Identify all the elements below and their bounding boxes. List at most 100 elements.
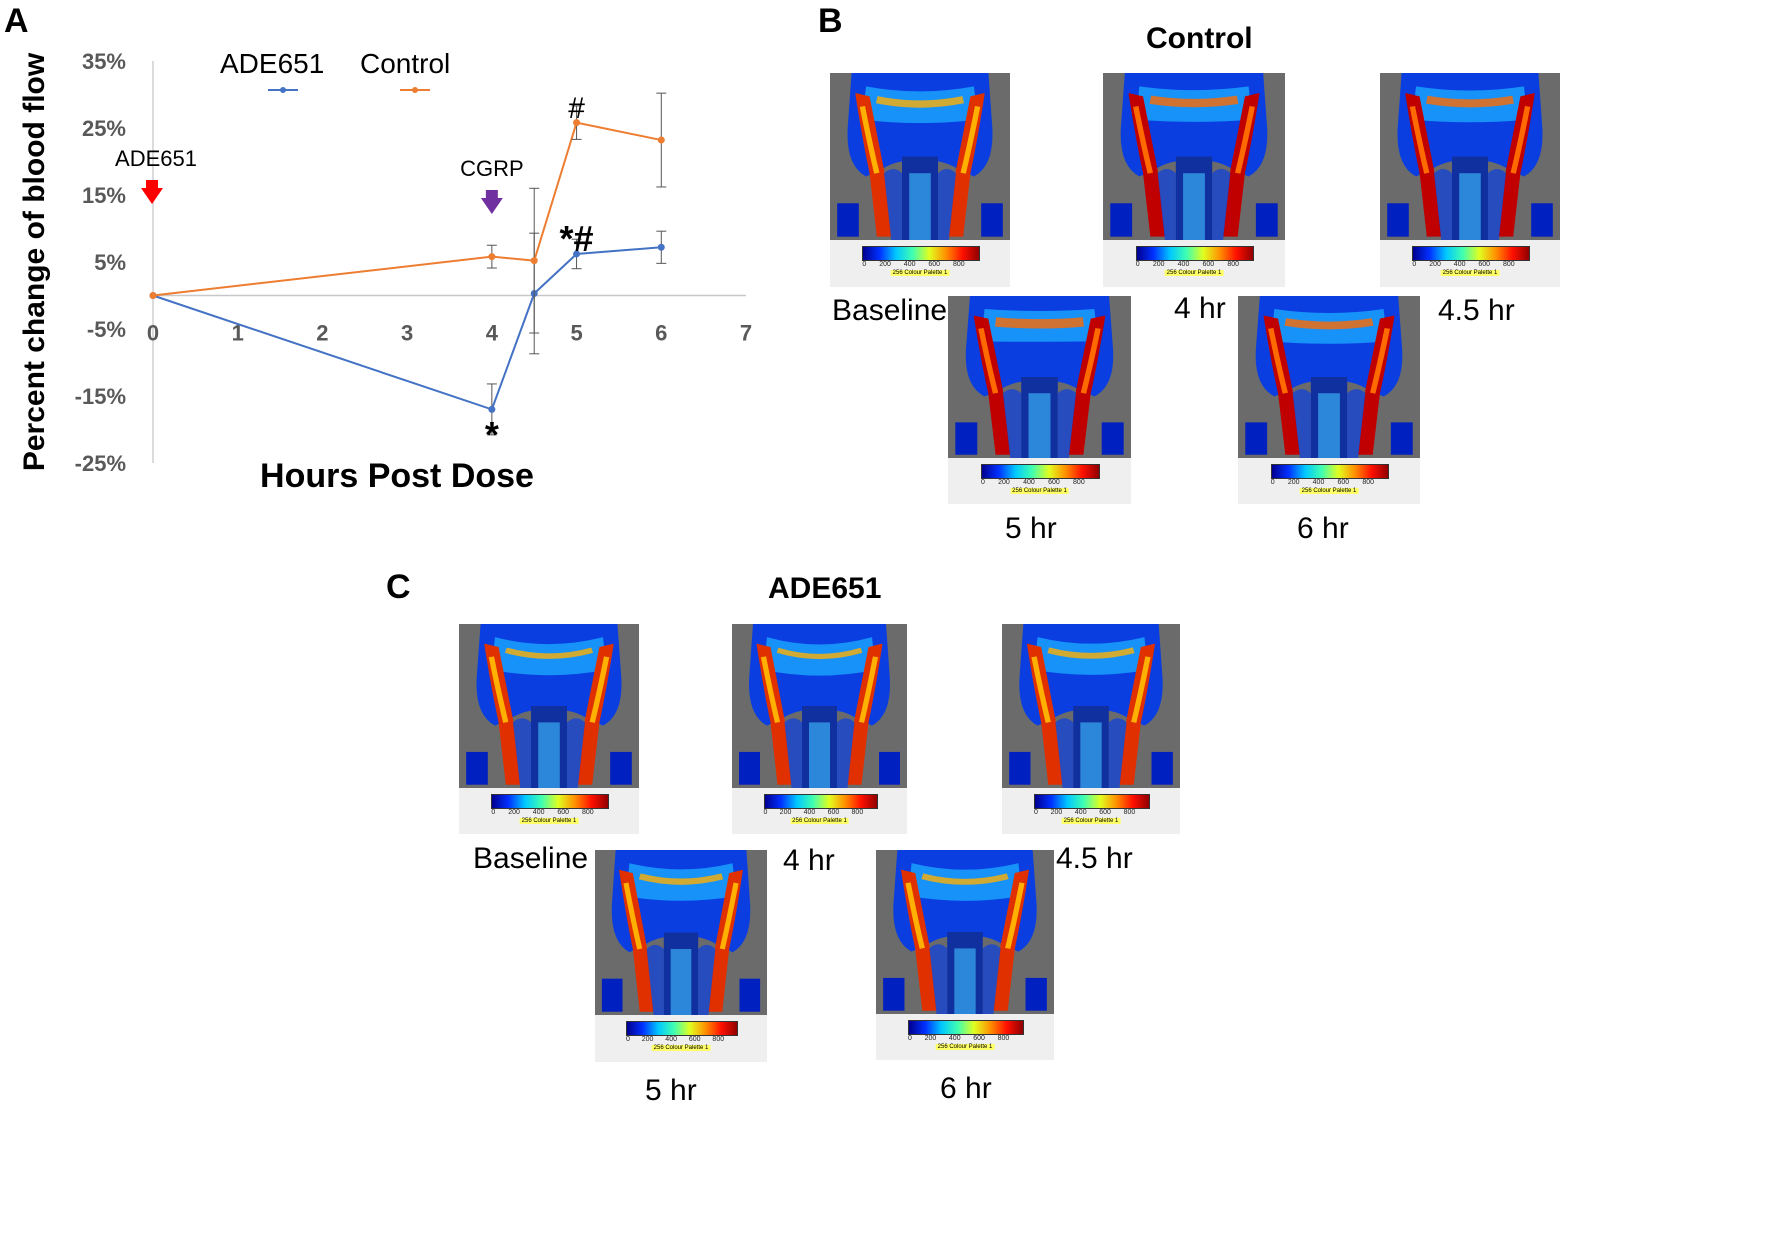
x-tick-label: 5 — [570, 321, 582, 346]
colorbar — [1412, 246, 1530, 261]
colorbar-tick: 0 — [625, 1036, 630, 1043]
data-point — [657, 243, 665, 251]
colorbar-tick: 200 — [1429, 261, 1441, 268]
colorbar-tick: 600 — [928, 261, 941, 268]
ade-panel-title: ADE651 — [768, 572, 882, 605]
control-caption-4-5hr: 4.5 hr — [1438, 294, 1515, 327]
ade-perfusion-image-3: 0 200 400 600 800 256 Colour Palette 1 — [595, 850, 767, 1062]
colorbar — [1034, 794, 1150, 809]
panel-c-label: C — [386, 568, 411, 606]
significance-marker: * — [485, 414, 499, 455]
colorbar-ticks: 0 200 400 600 800 — [862, 261, 977, 268]
colorbar-tick: 600 — [1202, 261, 1215, 268]
colorbar-tick: 600 — [688, 1036, 701, 1043]
colorbar-tick: 400 — [532, 809, 545, 816]
x-tick-label: 4 — [486, 321, 499, 346]
x-tick-label: 1 — [232, 321, 244, 346]
control-perfusion-image-0: 0 200 400 600 800 256 Colour Palette 1 — [830, 73, 1010, 287]
colorbar-tick: 600 — [827, 809, 840, 816]
colorbar — [491, 794, 609, 809]
palette-label: 256 Colour Palette 1 — [519, 818, 579, 824]
data-point — [530, 257, 538, 265]
ade-caption-4-5hr: 4.5 hr — [1056, 842, 1133, 875]
colorbar-tick: 800 — [997, 1035, 1010, 1042]
y-axis-title: Percent change of blood flow — [18, 52, 51, 471]
colorbar-tick: 400 — [803, 809, 816, 816]
colorbar-tick: 400 — [948, 1035, 961, 1042]
colorbar-tick: 400 — [1177, 261, 1190, 268]
perfusion-scan — [459, 624, 639, 788]
legend-label-control: Control — [360, 48, 450, 79]
perfusion-scan — [830, 73, 1010, 240]
colorbar-tick: 400 — [665, 1036, 677, 1043]
palette-label: 256 Colour Palette 1 — [1299, 488, 1359, 494]
legend-marker — [412, 87, 418, 93]
colorbar-tick: 200 — [1152, 261, 1165, 268]
colorbar-ticks: 0 200 400 600 800 — [491, 809, 606, 816]
series-line-control — [152, 121, 662, 297]
palette-label: 256 Colour Palette 1 — [1010, 488, 1069, 494]
ade-caption-5hr: 5 hr — [645, 1074, 697, 1107]
perfusion-scan — [595, 850, 767, 1015]
colorbar-ticks: 0 200 400 600 800 — [908, 1035, 1022, 1042]
y-tick-label: 5% — [94, 250, 126, 275]
ade-perfusion-image-0: 0 200 400 600 800 256 Colour Palette 1 — [459, 624, 639, 834]
colorbar-tick: 0 — [491, 809, 496, 816]
control-perfusion-image-1: 0 200 400 600 800 256 Colour Palette 1 — [1103, 73, 1285, 287]
significance-marker: # — [568, 92, 585, 125]
annotation-arrow — [480, 190, 503, 214]
y-tick-label: 35% — [82, 49, 126, 74]
colorbar-tick: 800 — [1362, 479, 1375, 486]
colorbar-tick: 0 — [763, 809, 768, 816]
data-point — [573, 119, 581, 127]
x-tick-label: 0 — [147, 321, 159, 346]
colorbar-tick: 800 — [1073, 479, 1085, 486]
colorbar-tick: 800 — [851, 809, 864, 816]
x-tick-label: 7 — [740, 321, 752, 346]
colorbar — [908, 1020, 1024, 1035]
colorbar-tick: 600 — [1099, 809, 1111, 816]
perfusion-scan — [876, 850, 1054, 1014]
colorbar — [980, 464, 1101, 479]
x-tick-label: 3 — [401, 321, 413, 346]
perfusion-scan — [1103, 73, 1285, 240]
colorbar-tick: 0 — [1412, 261, 1417, 268]
colorbar-ticks: 0 200 400 600 800 — [1034, 809, 1148, 816]
annotation-label: CGRP — [460, 156, 524, 181]
colorbar-tick: 400 — [1453, 261, 1466, 268]
y-tick-label: -15% — [75, 384, 126, 409]
ade-caption-6hr: 6 hr — [940, 1072, 992, 1105]
colorbar-tick: 200 — [1287, 479, 1300, 486]
palette-label: 256 Colour Palette 1 — [1440, 270, 1500, 276]
colorbar — [625, 1021, 739, 1036]
colorbar-tick: 200 — [998, 479, 1010, 486]
colorbar — [1270, 464, 1390, 479]
ade-perfusion-image-1: 0 200 400 600 800 256 Colour Palette 1 — [732, 624, 907, 834]
blood-flow-line-chart: 35% 25% 15% 5% -5% -15% -25% 0 1 2 3 4 5 6 7 Hours Post… — [18, 48, 752, 495]
colorbar-tick: 800 — [581, 809, 594, 816]
colorbar — [1135, 246, 1255, 261]
ade-perfusion-image-2: 0 200 400 600 800 256 Colour Palette 1 — [1002, 624, 1180, 834]
data-point — [573, 250, 581, 258]
perfusion-scan — [948, 296, 1131, 458]
colorbar-ticks: 0 200 400 600 800 — [1412, 261, 1527, 268]
control-perfusion-image-4: 0 200 400 600 800 256 Colour Palette 1 — [1238, 296, 1420, 504]
panel-a-label: A — [4, 2, 29, 40]
colorbar-tick: 200 — [779, 809, 792, 816]
palette-label: 256 Colour Palette 1 — [935, 1044, 995, 1050]
colorbar-tick: 0 — [908, 1035, 912, 1042]
y-tick-label: 15% — [82, 183, 126, 208]
ade-caption-baseline: Baseline — [473, 842, 589, 875]
colorbar-ticks: 0 200 400 600 800 — [981, 479, 1098, 486]
colorbar-tick: 200 — [879, 261, 891, 268]
colorbar-tick: 800 — [712, 1036, 725, 1043]
colorbar-tick: 600 — [1337, 479, 1350, 486]
colorbar-tick: 600 — [1478, 261, 1491, 268]
colorbar-tick: 600 — [1048, 479, 1060, 486]
palette-label: 256 Colour Palette 1 — [1164, 270, 1224, 276]
x-tick-label: 2 — [316, 321, 328, 346]
x-tick-label: 6 — [655, 321, 667, 346]
colorbar-tick: 800 — [952, 261, 965, 268]
palette-label: 256 Colour Palette 1 — [651, 1045, 711, 1051]
y-tick-label: 25% — [82, 116, 126, 141]
